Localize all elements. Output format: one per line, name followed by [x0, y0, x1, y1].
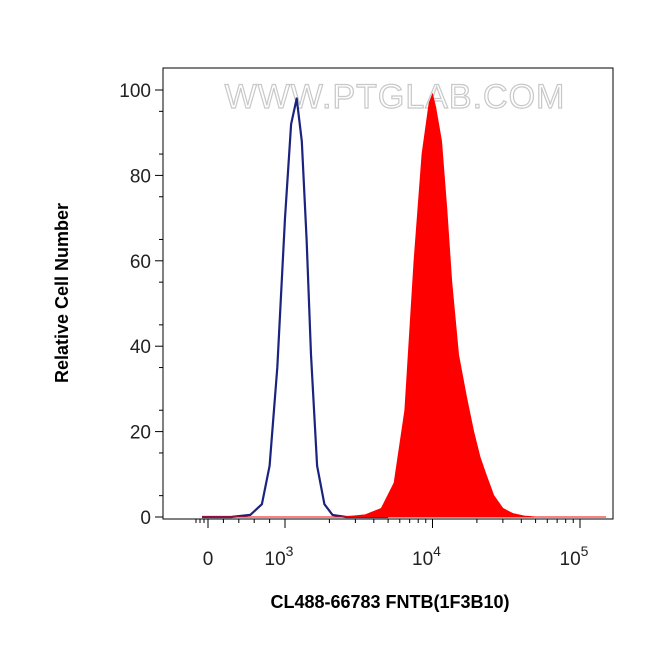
x-axis: 0 103 104 105 [195, 519, 589, 570]
series-outline-histogram [202, 97, 389, 519]
x-tick-label: 103 [265, 543, 294, 570]
y-tick-label: 80 [130, 166, 151, 187]
x-tick-label: 105 [560, 543, 589, 570]
series-filled-histogram [202, 92, 606, 518]
plot-frame [162, 67, 614, 520]
y-tick-label: 60 [130, 252, 151, 273]
series-layer [202, 92, 606, 519]
y-tick-label: 20 [130, 423, 151, 444]
x-tick-label: 104 [412, 543, 441, 570]
y-axis-title: Relative Cell Number [52, 203, 72, 383]
y-axis: 0 20 40 60 80 100 [119, 81, 163, 529]
y-tick-label: 40 [130, 337, 151, 358]
y-tick-label: 0 [140, 508, 151, 529]
y-tick-label: 100 [119, 81, 151, 102]
x-axis-title: CL488-66783 FNTB(1F3B10) [270, 592, 509, 612]
watermark: WWW.PTGLAB.COM [225, 78, 566, 116]
x-tick-label: 0 [203, 549, 214, 570]
